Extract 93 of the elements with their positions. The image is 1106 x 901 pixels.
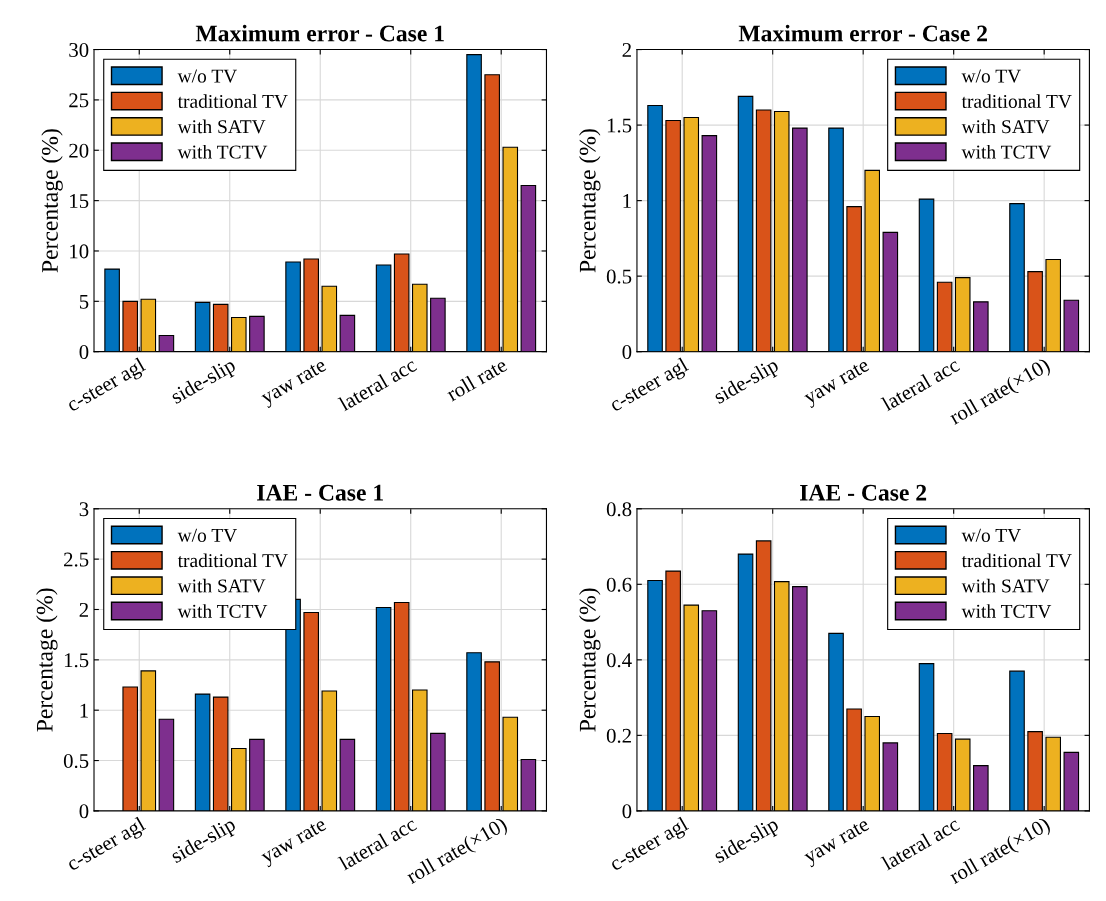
bar <box>683 116 700 352</box>
bar <box>1027 271 1043 352</box>
y-tick-label: 0.2 <box>606 728 631 743</box>
bar <box>864 169 881 352</box>
bar <box>303 258 319 352</box>
y-tick-label: 0.6 <box>606 577 632 592</box>
bar <box>158 335 175 352</box>
y-tick-label: 0 <box>622 804 632 819</box>
bar <box>140 298 157 352</box>
y-tick-label: 20 <box>69 143 89 158</box>
legend-label: with TCTV <box>961 144 1052 159</box>
bar <box>828 127 844 352</box>
bar <box>122 300 139 352</box>
bar <box>737 95 754 352</box>
bar <box>520 184 537 352</box>
bar <box>393 253 410 352</box>
y-tick-label: 0.4 <box>606 653 632 668</box>
legend-label: with SATV <box>177 578 266 593</box>
y-tick-label: 10 <box>70 244 89 259</box>
bar <box>194 301 211 352</box>
bar <box>212 303 229 352</box>
y-axis-title: Percentage (%) <box>36 588 58 732</box>
legend-label: w/o TV <box>177 69 238 83</box>
bar <box>701 135 718 352</box>
legend-label: with SATV <box>961 119 1050 134</box>
bar <box>1009 203 1025 352</box>
bar <box>755 109 772 352</box>
legend-label: traditional TV <box>177 94 288 109</box>
chart-title: IAE - Case 1 <box>257 484 383 501</box>
y-tick-label: 0 <box>79 345 89 360</box>
y-tick-label: 0 <box>79 804 89 819</box>
legend-label: traditional TV <box>961 94 1072 109</box>
bar <box>846 206 862 352</box>
chart-title: IAE - Case 2 <box>800 484 927 501</box>
bar <box>647 104 663 352</box>
bar <box>466 54 482 352</box>
y-tick-label: 0 <box>622 345 632 360</box>
bar <box>502 146 519 352</box>
bar <box>1063 299 1080 352</box>
legend-label: with TCTV <box>177 144 268 159</box>
legend-label: w/o TV <box>177 528 238 542</box>
y-tick-label: 0.5 <box>63 753 89 769</box>
legend-label: w/o TV <box>961 69 1021 83</box>
legend-label: with SATV <box>177 119 266 134</box>
y-tick-label: 2 <box>622 42 631 57</box>
y-tick-label: 0.5 <box>606 269 632 284</box>
y-axis-title: Percentage (%) <box>41 129 63 273</box>
bar <box>882 231 899 352</box>
bar <box>430 297 446 352</box>
bar <box>321 285 338 352</box>
y-tick-label: 25 <box>69 93 89 108</box>
legend-label: traditional TV <box>177 553 288 568</box>
bar <box>249 315 265 352</box>
bar <box>484 74 500 352</box>
bar <box>973 301 989 352</box>
x-tick-label: yaw rate <box>260 818 330 868</box>
y-tick-label: 5 <box>79 294 89 309</box>
bar <box>936 281 953 352</box>
y-tick-label: 3 <box>79 502 89 517</box>
x-tick-label: yaw rate <box>260 359 330 409</box>
bar <box>231 316 247 352</box>
y-tick-label: 0.8 <box>606 502 632 517</box>
bar <box>375 264 392 352</box>
y-tick-label: 30 <box>69 42 89 57</box>
y-tick-label: 1 <box>623 194 631 208</box>
legend-label: w/o TV <box>961 528 1021 542</box>
y-tick-label: 15 <box>70 194 89 209</box>
bar <box>792 127 808 352</box>
y-tick-label: 1 <box>80 703 88 718</box>
bar <box>339 314 356 352</box>
bar <box>918 198 935 352</box>
x-tick-label: yaw rate <box>803 359 872 409</box>
legend-label: traditional TV <box>961 553 1072 568</box>
legend-label: with TCTV <box>961 604 1052 618</box>
bar <box>104 268 120 352</box>
y-tick-label: 2 <box>79 602 88 617</box>
bar <box>285 261 301 352</box>
chart-title: Maximum error - Case 2 <box>738 24 987 42</box>
y-axis-title: Percentage (%) <box>579 129 601 273</box>
y-axis-title: Percentage (%) <box>579 588 601 732</box>
y-tick-label: 2.5 <box>64 552 89 567</box>
bar <box>773 110 790 352</box>
y-tick-label: 1.5 <box>607 118 632 133</box>
chart-title: Maximum error - Case 1 <box>195 24 444 42</box>
bar <box>665 119 681 352</box>
legend-label: with SATV <box>961 578 1050 593</box>
bar <box>1045 258 1062 352</box>
legend-label: with TCTV <box>177 604 268 618</box>
bar <box>411 283 428 352</box>
x-tick-label: yaw rate <box>803 818 872 868</box>
x-tick-label: roll rate <box>444 356 508 402</box>
y-tick-label: 1.5 <box>64 653 89 668</box>
bar <box>954 277 971 352</box>
